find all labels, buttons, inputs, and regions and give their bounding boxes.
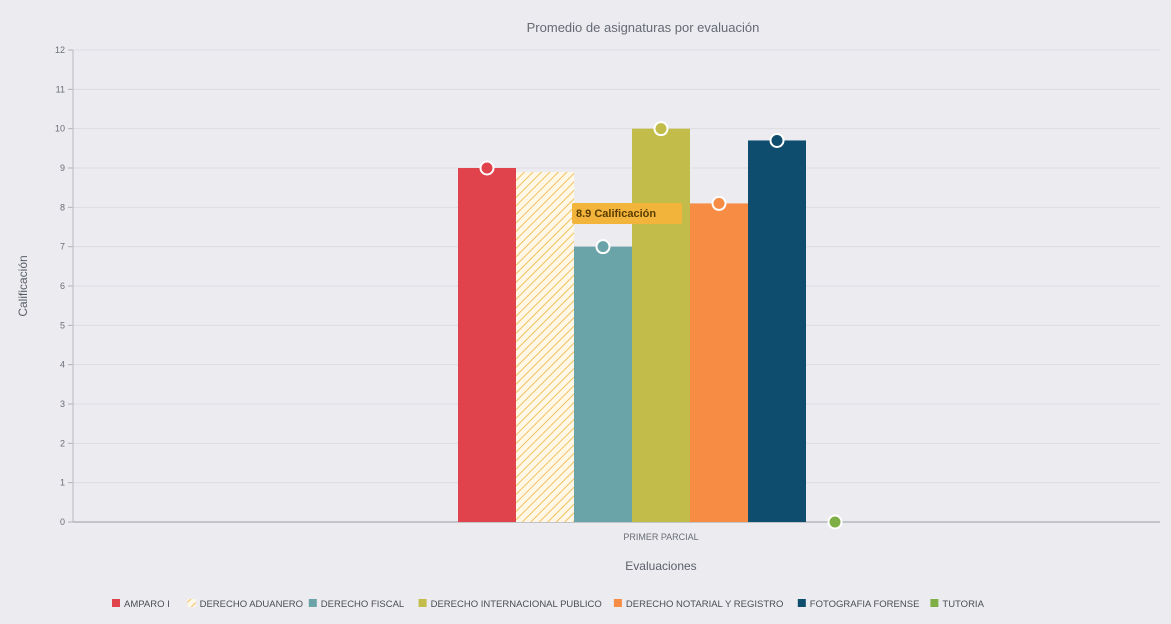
tooltip: 8.9 Calificación xyxy=(572,203,682,224)
legend-label-tutoria[interactable]: TUTORIA xyxy=(942,599,984,610)
bar-amparo-i[interactable] xyxy=(458,168,516,522)
legend-swatch-derecho-fiscal xyxy=(308,599,317,607)
bar-derecho-fiscal[interactable] xyxy=(574,246,632,522)
marker-fotografia-forense[interactable] xyxy=(769,132,785,148)
legend-label-fotografia-forense[interactable]: FOTOGRAFIA FORENSE xyxy=(810,599,920,610)
legend-swatch-amparo-i xyxy=(112,599,120,607)
y-tick-label-4: 4 xyxy=(60,360,65,370)
bar-derecho-internacional-publico[interactable] xyxy=(632,128,690,522)
y-tick-label-2: 2 xyxy=(60,438,65,448)
y-tick-label-3: 3 xyxy=(60,399,65,409)
marker-amparo-i[interactable] xyxy=(479,160,495,176)
legend: AMPARO I DERECHO ADUANERO DERECHO FISCAL DE… xyxy=(112,599,985,610)
marker-tutoria[interactable] xyxy=(827,514,843,530)
bar-derecho-notarial-y-registro[interactable] xyxy=(690,203,748,522)
y-tick-label-0: 0 xyxy=(60,517,65,527)
legend-label-derecho-internacional-publico[interactable]: DERECHO INTERNACIONAL PUBLICO xyxy=(431,599,602,610)
y-tick-label-7: 7 xyxy=(60,242,65,252)
y-tick-label-5: 5 xyxy=(60,320,65,330)
y-tick-label-11: 11 xyxy=(56,84,65,94)
y-tick-label-10: 10 xyxy=(55,124,65,134)
y-tick-label-6: 6 xyxy=(60,281,65,291)
legend-label-derecho-notarial-y-registro[interactable]: DERECHO NOTARIAL Y REGISTRO xyxy=(626,599,783,610)
legend-swatch-fotografia-forense xyxy=(797,599,806,607)
y-tick-label-9: 9 xyxy=(60,163,65,173)
legend-label-derecho-fiscal[interactable]: DERECHO FISCAL xyxy=(321,599,404,610)
y-tick-label-12: 12 xyxy=(55,45,65,55)
legend-label-derecho-aduanero[interactable]: DERECHO ADUANERO xyxy=(200,599,303,610)
marker-derecho-internacional-publico[interactable] xyxy=(653,121,669,137)
y-axis-label: Calificación xyxy=(16,255,30,316)
y-tick-label-8: 8 xyxy=(60,202,65,212)
x-axis-label: Evaluaciones xyxy=(625,559,696,573)
tooltip-text: 8.9 Calificación xyxy=(576,208,656,220)
chart-title: Promedio de asignaturas por evaluación xyxy=(527,20,760,35)
tooltip-background xyxy=(572,203,682,224)
value-markers xyxy=(479,121,843,530)
legend-swatch-derecho-notarial-y-registro xyxy=(613,599,622,607)
legend-swatch-derecho-aduanero xyxy=(187,599,196,607)
bars xyxy=(458,128,806,522)
marker-derecho-notarial-y-registro[interactable] xyxy=(711,195,727,211)
legend-label-amparo-i[interactable]: AMPARO I xyxy=(124,599,170,610)
legend-swatch-tutoria xyxy=(930,599,939,607)
bar-fotografia-forense[interactable] xyxy=(748,140,806,522)
x-tick-label-primer-parcial: PRIMER PARCIAL xyxy=(623,532,698,542)
y-tick-label-1: 1 xyxy=(60,478,65,488)
marker-derecho-fiscal[interactable] xyxy=(595,239,611,255)
bar-derecho-aduanero[interactable] xyxy=(516,171,574,522)
legend-swatch-derecho-internacional-publico xyxy=(418,599,427,607)
